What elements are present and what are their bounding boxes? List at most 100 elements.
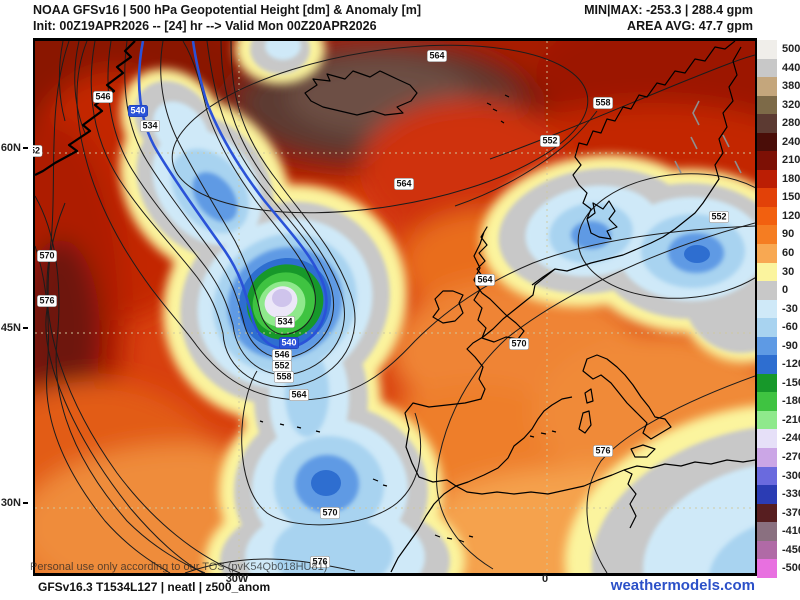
colorbar-swatch — [757, 448, 777, 467]
colorbar-swatch — [757, 355, 777, 374]
colorbar-value: -370 — [782, 506, 800, 519]
colorbar-value: -410 — [782, 525, 800, 538]
colorbar-value: -270 — [782, 451, 800, 464]
colorbar-stop: -210 — [757, 410, 800, 430]
colorbar-stop: 380 — [757, 77, 800, 96]
colorbar-value: -30 — [782, 302, 798, 315]
colorbar-value: 500 — [782, 43, 800, 55]
colorbar-stop: -180 — [757, 392, 800, 411]
colorbar-stop: -120 — [757, 355, 800, 374]
lon-tick-0: 0 — [541, 573, 549, 585]
colorbar-swatch — [757, 318, 777, 337]
colorbar-value: -60 — [782, 321, 798, 334]
colorbar-swatch — [757, 244, 777, 263]
colorbar-swatch — [757, 151, 777, 170]
colorbar-swatch — [757, 225, 777, 245]
colorbar-stop: 120 — [757, 206, 800, 226]
colorbar-value: -450 — [782, 543, 800, 556]
colorbar-value: -90 — [782, 339, 798, 352]
colorbar-swatch — [757, 262, 777, 282]
colorbar-swatch — [757, 95, 777, 115]
colorbar-stop: 30 — [757, 262, 800, 282]
minmax-readout: MIN|MAX: -253.3 | 288.4 gpm — [584, 3, 753, 17]
colorbar-swatch — [757, 485, 777, 504]
gridlines — [35, 41, 755, 573]
colorbar-stop: -240 — [757, 429, 800, 449]
colorbar-value: 150 — [782, 191, 800, 204]
area-avg-readout: AREA AVG: 47.7 gpm — [627, 19, 753, 33]
colorbar-value: -240 — [782, 432, 800, 445]
colorbar-swatch — [757, 503, 777, 523]
map-canvas — [33, 38, 757, 576]
colorbar-value: -120 — [782, 358, 800, 371]
colorbar-stop: -60 — [757, 318, 800, 337]
colorbar-value: -150 — [782, 376, 800, 389]
colorbar-stop: 240 — [757, 132, 800, 152]
tos-watermark: Personal use only according to our TOS (… — [30, 561, 328, 573]
colorbar-swatch — [757, 40, 777, 59]
colorbar-swatch — [757, 58, 777, 78]
colorbar-value: 210 — [782, 154, 800, 167]
colorbar-value: -330 — [782, 488, 800, 501]
lakes — [674, 100, 742, 174]
colorbar-value: 30 — [782, 265, 795, 278]
colorbar-stop: 180 — [757, 169, 800, 189]
colorbar-value: 380 — [782, 80, 800, 93]
colorbar-swatch — [757, 206, 777, 226]
colorbar-stop: -450 — [757, 540, 800, 560]
colorbar-value: -500 — [782, 562, 800, 575]
colorbar-value: -210 — [782, 413, 800, 426]
colorbar-value: -180 — [782, 395, 800, 408]
colorbar-stop: 0 — [757, 281, 800, 300]
colorbar-value: 0 — [782, 284, 789, 297]
lon-tick-30W: 30W — [225, 573, 249, 585]
colorbar-swatch — [757, 466, 777, 486]
colorbar-swatch — [757, 299, 777, 319]
lat-tick-45N: 45N — [1, 322, 28, 334]
colorbar-stop: 280 — [757, 114, 800, 133]
colorbar-stop: -90 — [757, 336, 800, 356]
colorbar-swatch — [757, 429, 777, 449]
weathermodels-link[interactable]: weathermodels.com — [610, 577, 755, 594]
colorbar-swatch — [757, 169, 777, 189]
colorbar-stop: -500 — [757, 559, 800, 578]
colorbar-stop: 60 — [757, 244, 800, 263]
colorbar-stop: 500 — [757, 40, 800, 59]
colorbar-stop: -300 — [757, 466, 800, 486]
colorbar-value: 240 — [782, 135, 800, 148]
colorbar-swatch — [757, 559, 777, 578]
coastlines — [35, 41, 755, 573]
field-core-greens — [246, 264, 324, 340]
colorbar-value: 180 — [782, 172, 800, 185]
colorbar-value: 120 — [782, 209, 800, 222]
init-valid-line: Init: 00Z19APR2026 -- [24] hr --> Valid … — [33, 19, 377, 33]
colorbar-value: 440 — [782, 61, 800, 74]
colorbar-swatch — [757, 77, 777, 96]
colorbar-value: 280 — [782, 117, 800, 130]
colorbar-stop: 90 — [757, 225, 800, 245]
colorbar-stop: -150 — [757, 373, 800, 393]
colorbar-swatch — [757, 540, 777, 560]
colorbar-swatch — [757, 336, 777, 356]
colorbar-swatch — [757, 281, 777, 300]
colorbar-stop: -370 — [757, 503, 800, 523]
anomaly-colorbar: 500 440 380 320 280 240 210 180 150 120 90 60 30 0 -30… — [757, 40, 800, 578]
colorbar-value: 90 — [782, 228, 795, 241]
colorbar-swatch — [757, 188, 777, 207]
colorbar-stop: 210 — [757, 151, 800, 170]
anomaly-field-svg — [35, 41, 755, 573]
colorbar-stop: -330 — [757, 485, 800, 504]
colorbar-swatch — [757, 410, 777, 430]
colorbar-stop: 440 — [757, 58, 800, 78]
colorbar-value: 60 — [782, 247, 795, 260]
colorbar-stop: 320 — [757, 95, 800, 115]
page-title: NOAA GFSv16 | 500 hPa Geopotential Heigh… — [33, 3, 422, 17]
colorbar-swatch — [757, 373, 777, 393]
model-info: GFSv16.3 T1534L127 | neatl | z500_anom — [38, 580, 271, 594]
colorbar-swatch — [757, 392, 777, 411]
colorbar-stop: -30 — [757, 299, 800, 319]
lat-tick-30N: 30N — [1, 497, 28, 509]
colorbar-stop: 150 — [757, 188, 800, 207]
colorbar-stop: -410 — [757, 522, 800, 541]
